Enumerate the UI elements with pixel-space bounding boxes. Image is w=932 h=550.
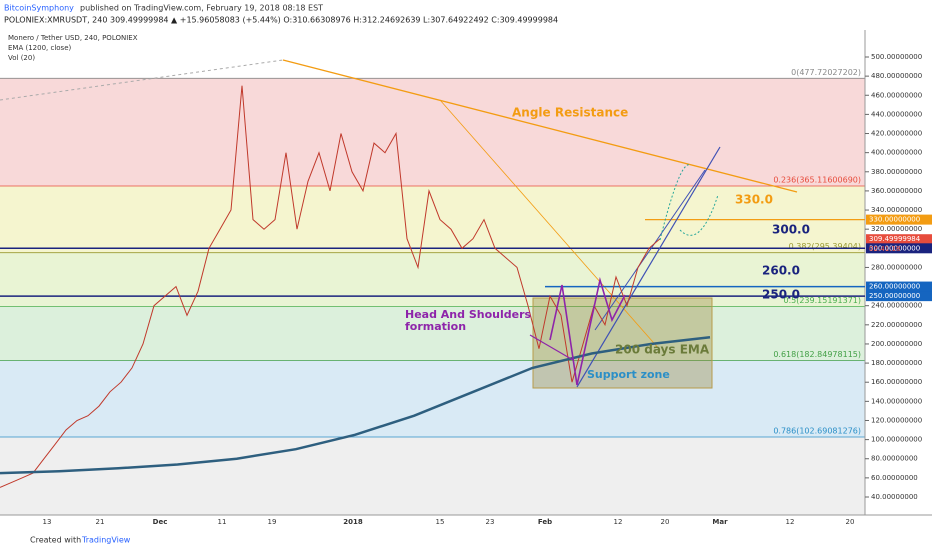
volume-pane [0,437,865,515]
y-tick-label: 320.00000000 [871,225,922,233]
x-tick-label: Dec [153,518,168,526]
price-tag-label: 250.00000000 [869,292,920,300]
x-tick-label: 23 [486,518,495,526]
footer-created: Created with [30,536,81,545]
price-tag [866,291,932,302]
support-zone [532,297,713,389]
annotation: 330.0 [735,193,773,207]
y-tick-label: 60.00000000 [871,474,918,482]
fib-zone [0,252,865,307]
trend-line [576,146,721,388]
x-tick-label: 12 [786,518,795,526]
price-tag-label: 309.49999984 [869,235,921,243]
y-tick-label: 240.00000000 [871,302,922,310]
annotation: Support zone [587,368,670,381]
x-tick-label: 19 [268,518,277,526]
x-tick-label: 12 [614,518,623,526]
y-tick-label: 360.00000000 [871,187,922,195]
y-tick-label: 340.00000000 [871,206,922,214]
y-tick-label: 120.00000000 [871,416,922,424]
y-tick-label: 480.00000000 [871,72,922,80]
price-tag-label: 330.00000000 [869,216,920,224]
annotation: Head And Shoulders [405,308,532,321]
y-tick-label: 380.00000000 [871,168,922,176]
fib-label: 0.618(182.84978115) [773,350,861,359]
annotation: 260.0 [762,264,800,278]
x-tick-label: 20 [661,518,670,526]
price-tag-label: 260.00000000 [869,283,920,291]
y-tick-label: 420.00000000 [871,130,922,138]
price-tag [866,214,932,225]
y-tick-label: 400.00000000 [871,149,922,157]
y-tick-label: 140.00000000 [871,397,922,405]
annotation: 250.0 [762,288,800,302]
fib-label: 0.382(295.39404) [789,242,861,251]
published: published on TradingView.com, February 1… [80,4,323,13]
legend-entry: Vol (20) [8,54,35,62]
x-tick-label: 11 [218,518,227,526]
fib-label: 0.236(365.11600690) [773,176,861,185]
x-tick-label: Feb [538,518,552,526]
legend-entry: Monero / Tether USD, 240, POLONIEX [8,34,138,42]
annotation: 300.0 [772,223,810,237]
y-tick-label: 40.00000000 [871,493,918,501]
y-tick-label: 80.00000000 [871,455,918,463]
price-tag-label: 300.00000000 [869,244,920,252]
x-tick-label: 20 [846,518,855,526]
annotation: Angle Resistance [512,106,628,120]
series-line [0,85,661,488]
countdown: 02:41:18 [869,245,900,253]
fib-label: 0.5(239.15191371) [784,296,862,305]
y-tick-label: 440.00000000 [871,110,922,118]
hs-arrow [529,334,574,361]
y-tick-label: 500.00000000 [871,53,922,61]
author: BitcoinSymphony [4,4,74,13]
head-shoulders [549,276,626,386]
price-tag [866,243,932,254]
fib-label: 0.786(102.69081276) [773,427,861,436]
x-tick-label: 21 [96,518,105,526]
y-tick-label: 280.00000000 [871,263,922,271]
x-tick-label: Mar [712,518,728,526]
y-tick-label: 200.00000000 [871,340,922,348]
price-tag [866,234,932,245]
y-tick-label: 460.00000000 [871,91,922,99]
y-tick-label: 100.00000000 [871,436,922,444]
legend-entry: EMA (1200, close) [8,44,72,52]
y-tick-label: 180.00000000 [871,359,922,367]
series-line [0,336,711,475]
annotation: formation [405,320,466,333]
footer-brand: TradingView [81,536,131,545]
y-tick-label: 220.00000000 [871,321,922,329]
price-tag [866,281,932,292]
price-axis [865,30,932,515]
quote: POLONIEX:XMRUSDT, 240 309.49999984 ▲ +15… [4,16,558,25]
fib-zone [0,306,865,361]
trend-line [594,169,706,331]
x-tick-label: 15 [436,518,445,526]
y-tick-label: 160.00000000 [871,378,922,386]
annotation: 200 days EMA [615,343,710,357]
fib-label: 0(477.72027202) [791,68,861,77]
fib-zone [0,360,865,438]
projection [659,164,719,241]
x-tick-label: 13 [43,518,52,526]
x-tick-label: 2018 [343,518,363,526]
fib-zone [0,78,865,187]
angle-resistance [282,59,798,193]
